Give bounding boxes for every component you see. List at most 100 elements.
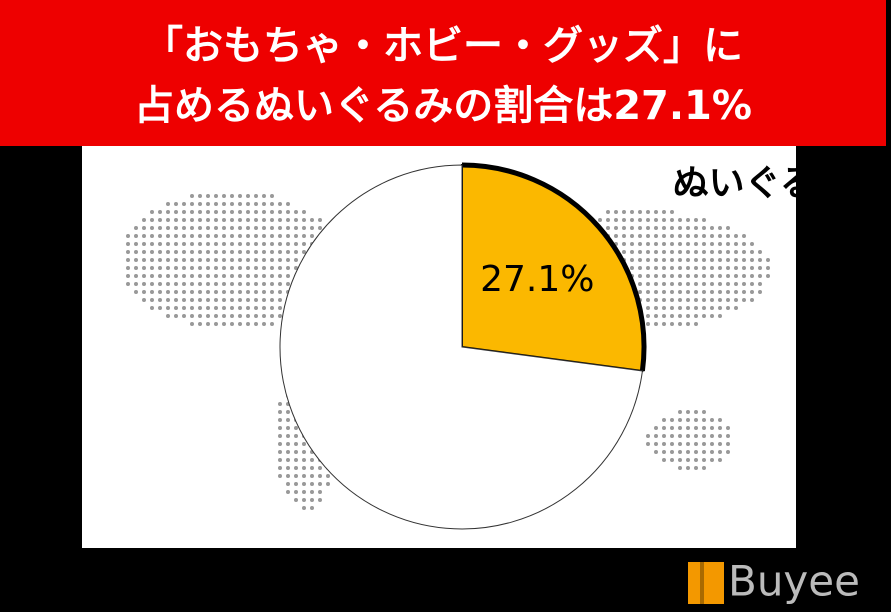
map-dot [630, 258, 634, 262]
map-dot [230, 258, 234, 262]
map-dot [686, 418, 690, 422]
map-dot [326, 474, 330, 478]
map-dot [718, 258, 722, 262]
map-dot [694, 410, 698, 414]
map-dot [670, 450, 674, 454]
map-dot [214, 298, 218, 302]
map-dot [166, 242, 170, 246]
map-dot [134, 234, 138, 238]
map-dot [222, 202, 226, 206]
map-dot [278, 274, 282, 278]
map-dot [198, 202, 202, 206]
map-dot [662, 442, 666, 446]
map-dot [686, 306, 690, 310]
map-dot [702, 282, 706, 286]
map-dot [150, 298, 154, 302]
map-dot [246, 242, 250, 246]
map-dot [686, 426, 690, 430]
map-dot [262, 290, 266, 294]
map-dot [158, 290, 162, 294]
map-dot [286, 250, 290, 254]
map-dot [166, 218, 170, 222]
map-dot [182, 250, 186, 254]
map-dot [742, 274, 746, 278]
map-dot [206, 194, 210, 198]
map-dot [694, 466, 698, 470]
map-dot [654, 282, 658, 286]
map-dot [254, 210, 258, 214]
map-dot [654, 274, 658, 278]
map-dot [718, 250, 722, 254]
map-dot [278, 450, 282, 454]
map-dot [278, 234, 282, 238]
map-dot [670, 458, 674, 462]
map-dot [710, 258, 714, 262]
map-dot [214, 226, 218, 230]
map-dot [686, 290, 690, 294]
map-dot [166, 210, 170, 214]
map-dot [238, 218, 242, 222]
map-dot [158, 298, 162, 302]
map-dot [726, 426, 730, 430]
map-dot [318, 466, 322, 470]
map-dot [294, 434, 298, 438]
map-dot [750, 258, 754, 262]
map-dot [246, 306, 250, 310]
map-dot [598, 218, 602, 222]
map-dot [222, 242, 226, 246]
map-dot [142, 242, 146, 246]
map-dot [726, 242, 730, 246]
map-dot [662, 314, 666, 318]
map-dot [214, 306, 218, 310]
map-dot [238, 202, 242, 206]
map-dot [702, 266, 706, 270]
map-dot [150, 266, 154, 270]
map-dot [206, 234, 210, 238]
map-dot [726, 226, 730, 230]
map-dot [606, 218, 610, 222]
map-dot [678, 434, 682, 438]
map-dot [702, 298, 706, 302]
map-dot [286, 242, 290, 246]
map-dot [702, 290, 706, 294]
map-dot [222, 250, 226, 254]
map-dot [166, 306, 170, 310]
map-dot [270, 250, 274, 254]
map-dot [294, 226, 298, 230]
map-dot [670, 426, 674, 430]
map-dot [166, 314, 170, 318]
map-dot [310, 474, 314, 478]
map-dot [182, 242, 186, 246]
map-dot [302, 498, 306, 502]
map-dot [622, 210, 626, 214]
map-dot [646, 314, 650, 318]
map-dot [198, 258, 202, 262]
map-dot [198, 314, 202, 318]
map-dot [254, 274, 258, 278]
map-dot [670, 418, 674, 422]
map-dot [150, 250, 154, 254]
map-dot [142, 298, 146, 302]
map-dot [654, 250, 658, 254]
map-dot [686, 434, 690, 438]
map-dot [302, 474, 306, 478]
map-dot [222, 226, 226, 230]
map-dot [190, 218, 194, 222]
map-dot [142, 274, 146, 278]
map-dot [310, 466, 314, 470]
map-dot [718, 266, 722, 270]
map-dot [230, 274, 234, 278]
map-dot [646, 298, 650, 302]
map-dot [702, 274, 706, 278]
brand-logo: Buyee [688, 557, 860, 606]
map-dot [718, 450, 722, 454]
map-dot [654, 426, 658, 430]
map-dot [286, 282, 290, 286]
map-dot [174, 242, 178, 246]
map-dot [238, 298, 242, 302]
map-dot [278, 402, 282, 406]
map-dot [174, 314, 178, 318]
map-dot [262, 274, 266, 278]
map-dot [702, 466, 706, 470]
map-dot [262, 298, 266, 302]
